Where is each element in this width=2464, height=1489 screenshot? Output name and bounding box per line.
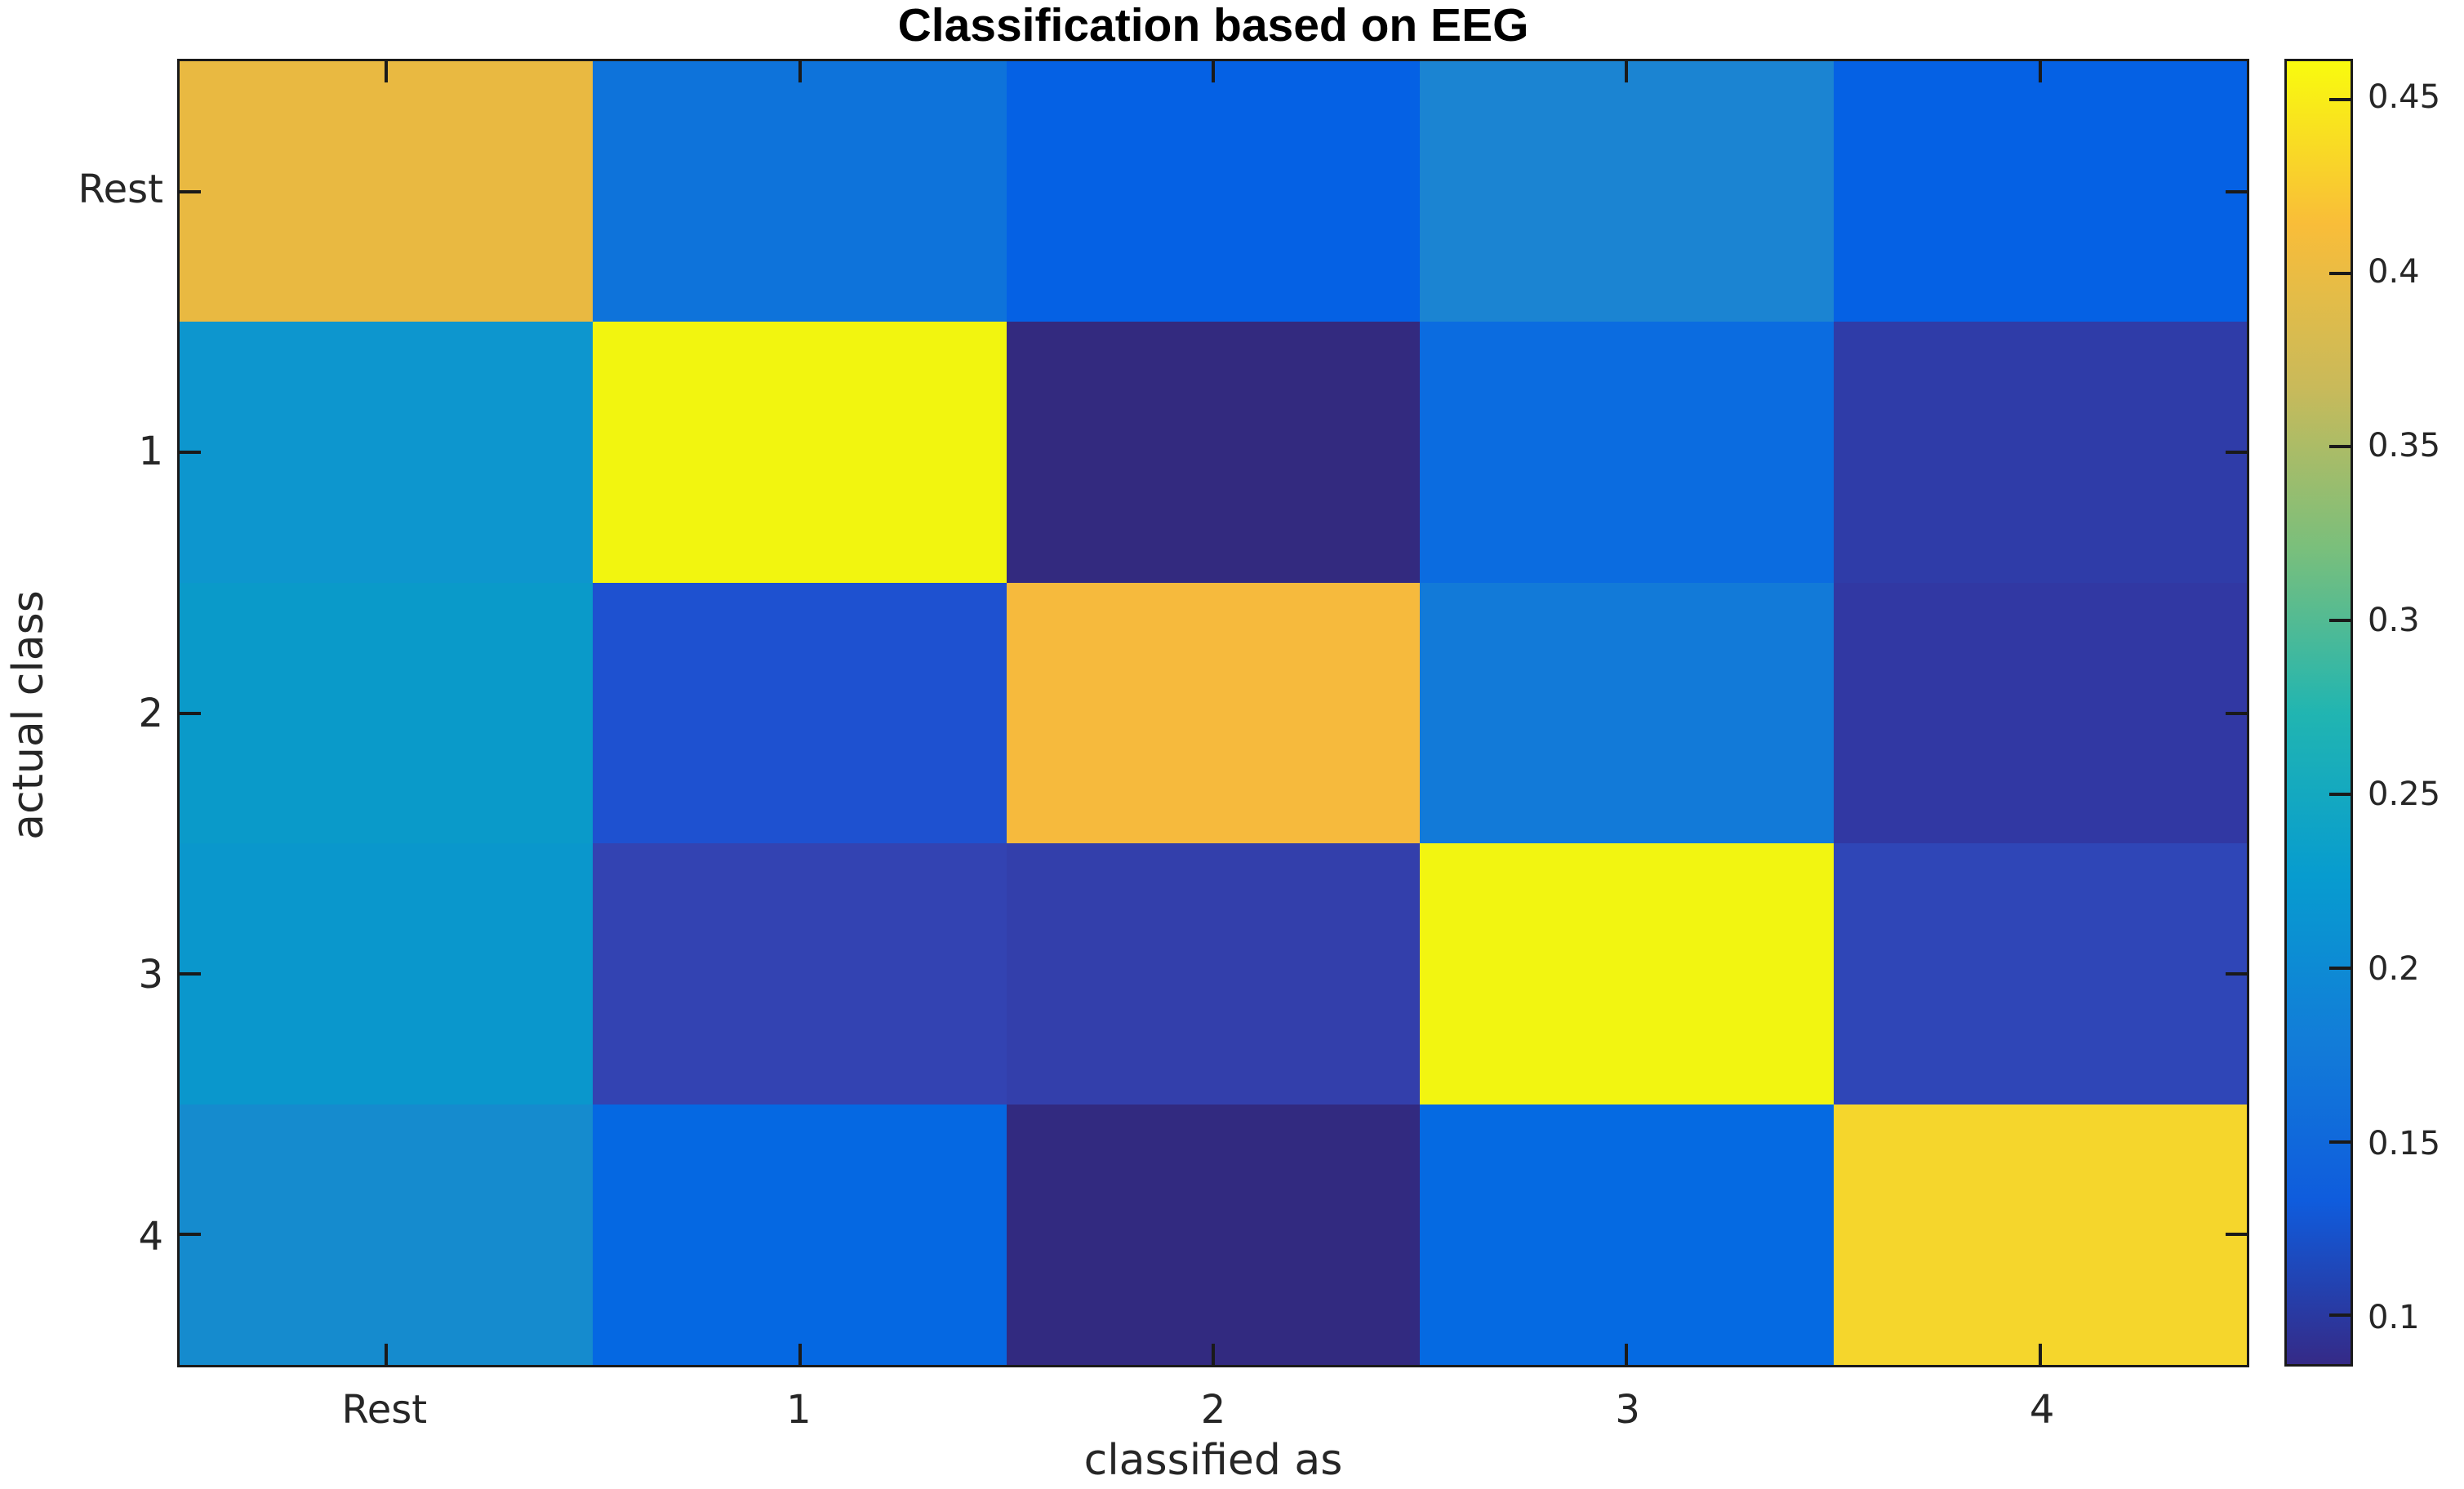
axis-tick-mark bbox=[798, 1344, 802, 1365]
colorbar-tick-label: 0.25 bbox=[2368, 776, 2441, 814]
colorbar-tick-label: 0.15 bbox=[2368, 1124, 2441, 1162]
heatmap-cell bbox=[593, 843, 1007, 1105]
heatmap-cell bbox=[1006, 61, 1421, 322]
axis-tick-mark bbox=[2226, 711, 2247, 715]
heatmap-cell bbox=[1420, 322, 1834, 583]
colorbar-tick-labels: 0.45 0.4 0.35 0.3 0.25 0.2 0.15 0.1 bbox=[2368, 59, 2464, 1367]
heatmap-cell bbox=[1006, 843, 1421, 1105]
x-tick-label: 2 bbox=[1200, 1387, 1226, 1433]
axis-tick-mark bbox=[2038, 1344, 2042, 1365]
axis-tick-mark bbox=[180, 1233, 201, 1237]
colorbar-tick-mark bbox=[2329, 97, 2351, 101]
colorbar-tick-label: 0.45 bbox=[2368, 78, 2441, 116]
x-tick-label: 3 bbox=[1615, 1387, 1640, 1433]
axis-tick-mark bbox=[2226, 451, 2247, 455]
heatmap-cell bbox=[180, 1104, 594, 1365]
y-tick-label: 1 bbox=[138, 428, 163, 474]
axis-tick-mark bbox=[180, 189, 201, 193]
axis-tick-mark bbox=[2226, 1233, 2247, 1237]
axis-tick-mark bbox=[2226, 189, 2247, 193]
heatmap-cell bbox=[1006, 1104, 1421, 1365]
heatmap-cell bbox=[1420, 1104, 1834, 1365]
chart-title: Classification based on EEG bbox=[897, 0, 1529, 51]
colorbar-tick-label: 0.1 bbox=[2368, 1299, 2420, 1337]
axis-tick-mark bbox=[180, 451, 201, 455]
colorbar-tick-mark bbox=[2329, 445, 2351, 449]
axis-tick-mark bbox=[180, 971, 201, 976]
colorbar-tick-label: 0.2 bbox=[2368, 949, 2420, 988]
x-tick-label: 4 bbox=[2029, 1387, 2055, 1433]
axis-tick-mark bbox=[1625, 1344, 1629, 1365]
heatmap-cell bbox=[593, 322, 1007, 583]
colorbar-tick-mark bbox=[2329, 793, 2351, 797]
x-tick-label: Rest bbox=[341, 1387, 428, 1433]
heatmap-cell bbox=[1420, 843, 1834, 1105]
heatmap-plot bbox=[177, 59, 2249, 1367]
heatmap-grid bbox=[180, 61, 2247, 1365]
colorbar-tick-mark bbox=[2329, 1313, 2351, 1318]
y-tick-label: 3 bbox=[138, 952, 163, 998]
y-tick-label: Rest bbox=[78, 167, 163, 213]
heatmap-cell bbox=[1833, 582, 2247, 844]
heatmap-cell bbox=[180, 582, 594, 844]
heatmap-cell bbox=[1833, 61, 2247, 322]
axis-tick-mark bbox=[1212, 1344, 1215, 1365]
axis-tick-mark bbox=[1212, 61, 1215, 82]
heatmap-cell bbox=[593, 582, 1007, 844]
y-tick-label: 2 bbox=[138, 690, 163, 736]
colorbar bbox=[2284, 59, 2353, 1367]
heatmap-cell bbox=[180, 61, 594, 322]
colorbar-tick-label: 0.4 bbox=[2368, 252, 2420, 291]
heatmap-cell bbox=[180, 322, 594, 583]
heatmap-cell bbox=[1006, 582, 1421, 844]
axis-tick-mark bbox=[1625, 61, 1629, 82]
colorbar-tick-mark bbox=[2329, 1140, 2351, 1144]
heatmap-cell bbox=[1833, 843, 2247, 1105]
y-tick-labels: Rest 1 2 3 4 bbox=[0, 59, 163, 1367]
colorbar-tick-mark bbox=[2329, 271, 2351, 275]
x-tick-labels: Rest 1 2 3 4 bbox=[177, 1386, 2249, 1437]
heatmap-cell bbox=[1833, 1104, 2247, 1365]
colorbar-tick-mark bbox=[2329, 619, 2351, 623]
axis-tick-mark bbox=[2038, 61, 2042, 82]
colorbar-tick-label: 0.35 bbox=[2368, 427, 2441, 465]
heatmap-cell bbox=[1006, 322, 1421, 583]
heatmap-cell bbox=[1420, 582, 1834, 844]
axis-tick-mark bbox=[385, 1344, 389, 1365]
x-tick-label: 1 bbox=[786, 1387, 812, 1433]
colorbar-tick-mark bbox=[2329, 966, 2351, 970]
heatmap-cell bbox=[180, 843, 594, 1105]
axis-tick-mark bbox=[180, 711, 201, 715]
heatmap-cell bbox=[593, 61, 1007, 322]
axis-tick-mark bbox=[2226, 971, 2247, 976]
y-tick-label: 4 bbox=[138, 1213, 163, 1260]
x-axis-label: classified as bbox=[1083, 1436, 1343, 1485]
heatmap-cell bbox=[1420, 61, 1834, 322]
heatmap-cell bbox=[593, 1104, 1007, 1365]
heatmap-cell bbox=[1833, 322, 2247, 583]
axis-tick-mark bbox=[798, 61, 802, 82]
axis-tick-mark bbox=[385, 61, 389, 82]
colorbar-tick-label: 0.3 bbox=[2368, 601, 2420, 639]
